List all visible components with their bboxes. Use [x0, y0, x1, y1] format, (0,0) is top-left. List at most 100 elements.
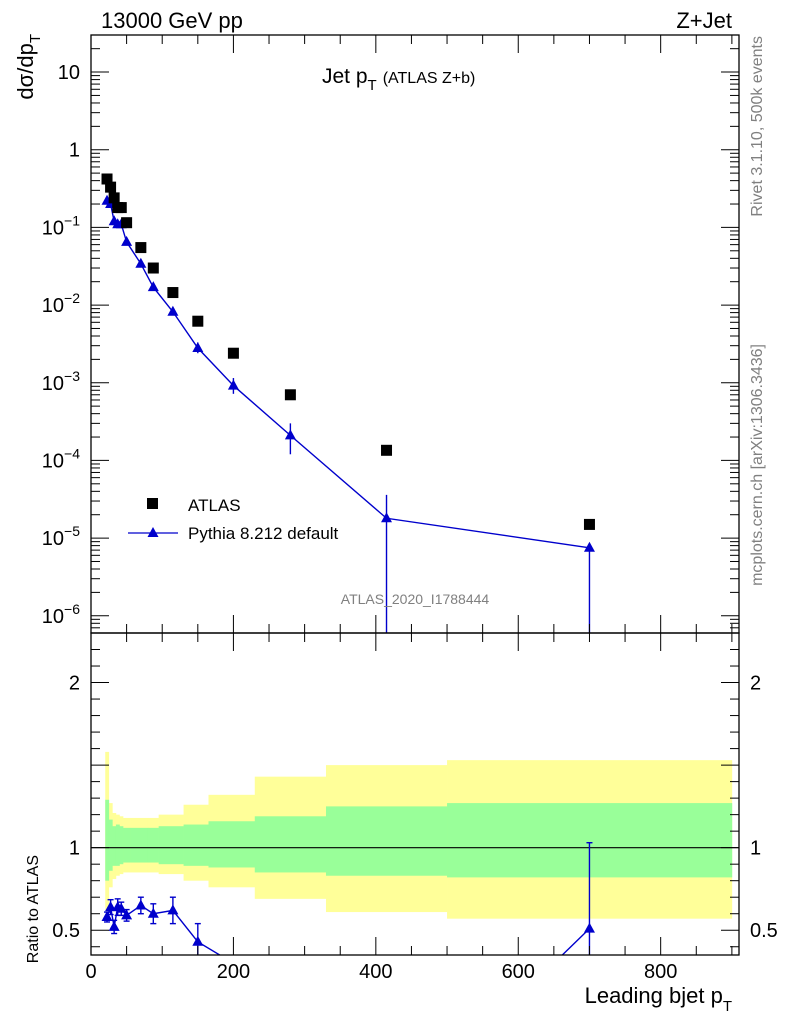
pythia-point [227, 379, 239, 390]
rivet-version-label: Rivet 3.1.10, 500k events [749, 36, 766, 217]
top-y-tick-label: 1 [69, 140, 80, 162]
top-axis-ticks [90, 34, 739, 634]
bottom-frame [90, 632, 740, 956]
top-y-tick-label: 10−1 [42, 212, 80, 239]
ratio-point [147, 907, 159, 918]
bottom-plot-area [91, 751, 739, 955]
ratio-y-tick-label-left: 2 [69, 673, 80, 695]
bottom-tick-labels: 0 200 400 600 800 0.5 0.5 1 1 2 2 [52, 673, 778, 983]
band-green [112, 826, 117, 866]
atlas-point [101, 173, 113, 185]
ratio-point [135, 899, 147, 910]
top-plot-area [101, 173, 595, 633]
pythia-point [284, 429, 296, 440]
legend-atlas-label: ATLAS [188, 496, 241, 515]
x-tick-label: 0 [85, 961, 96, 983]
bottom-y-axis-label: Ratio to ATLAS [25, 855, 42, 963]
bottom-panel: 0 200 400 600 800 0.5 0.5 1 1 2 2 Ratio to ATLAS L… [25, 632, 778, 1015]
ratio-point [101, 911, 113, 922]
xlabel-main: Leading bjet p [585, 983, 723, 1008]
atlas-point [135, 242, 147, 254]
pythia-point [381, 512, 393, 523]
top-y-tick-label: 10 [58, 62, 80, 84]
top-y-tick-label: 10−6 [42, 601, 80, 628]
band-green [130, 827, 149, 863]
ylabel-sub: T [27, 34, 44, 43]
ratio-point [121, 909, 133, 920]
pythia-point [135, 257, 147, 268]
top-y-axis-label: dσ/dpT [13, 34, 44, 100]
ratio-point [583, 922, 595, 933]
mcplots-label: mcplots.cern.ch [arXiv:1306.3436] [749, 344, 766, 586]
atlas-point [583, 518, 595, 530]
title-extra: (ATLAS Z+b) [383, 70, 476, 87]
atlas-point [284, 389, 296, 401]
band-green [108, 819, 113, 871]
pythia-point [167, 305, 179, 316]
ratio-point [167, 904, 179, 915]
process-label: Z+Jet [676, 8, 732, 33]
ratio-y-tick-label-right: 0.5 [750, 920, 778, 942]
tick-exponent: −3 [64, 368, 80, 384]
tick-base: 10 [42, 217, 64, 239]
atlas-point [381, 444, 393, 456]
pythia-point [147, 281, 159, 292]
x-axis-label: Leading bjet pT [585, 983, 732, 1015]
band-green [183, 824, 209, 866]
ratio-point [192, 935, 204, 946]
pythia-point [192, 342, 204, 353]
band-green [123, 827, 131, 863]
ratio-y-tick-label-left: 1 [69, 838, 80, 860]
atlas-point [147, 262, 159, 274]
ratio-point [108, 920, 120, 931]
ratio-y-tick-label-left: 0.5 [52, 920, 80, 942]
band-green [208, 821, 256, 868]
pythia-line [106, 200, 590, 549]
tick-base: 10 [42, 606, 64, 628]
bottom-axis-ticks [90, 632, 739, 955]
atlas-point [105, 181, 117, 193]
legend-atlas-marker [147, 498, 158, 509]
band-green [325, 806, 448, 876]
top-y-tick-label: 10−4 [42, 445, 80, 472]
ratio-y-tick-label-right: 1 [750, 838, 761, 860]
tick-base: 10 [42, 450, 64, 472]
tick-exponent: −4 [64, 445, 80, 461]
atlas-point [227, 347, 239, 359]
band-green [147, 827, 159, 863]
legend-pythia-marker [147, 527, 159, 537]
pythia-point [121, 235, 133, 246]
ratio-y-tick-label-right: 2 [750, 673, 761, 695]
legend: ATLAS Pythia 8.212 default [128, 496, 339, 543]
top-y-tick-label: 10−3 [42, 368, 80, 395]
panel-title: Jet pT (ATLAS Z+b) [322, 65, 475, 94]
ylabel-main: dσ/dp [13, 43, 38, 99]
pythia-point [583, 541, 595, 552]
top-y-tick-label: 10−2 [42, 290, 80, 317]
atlas-point [108, 192, 120, 204]
xlabel-sub: T [723, 998, 732, 1015]
tick-exponent: −5 [64, 523, 80, 539]
title-sub: T [368, 77, 377, 94]
band-green [115, 824, 120, 866]
band-green [158, 826, 184, 865]
legend-pythia-label: Pythia 8.212 default [188, 524, 339, 543]
tick-exponent: −1 [64, 212, 80, 228]
tick-base: 10 [42, 528, 64, 550]
tick-exponent: −2 [64, 290, 80, 306]
tick-base: 10 [42, 373, 64, 395]
band-green [105, 799, 110, 881]
tick-base: 10 [42, 295, 64, 317]
top-y-tick-label: 10−5 [42, 523, 80, 550]
ratio-point [105, 901, 117, 912]
x-tick-label: 200 [217, 961, 250, 983]
band-green [254, 816, 327, 873]
band-green [119, 826, 124, 865]
atlas-point [115, 202, 127, 214]
title-main: Jet p [322, 65, 368, 88]
x-tick-label: 400 [359, 961, 392, 983]
tick-exponent: −6 [64, 601, 80, 617]
analysis-watermark: ATLAS_2020_I1788444 [341, 591, 490, 607]
